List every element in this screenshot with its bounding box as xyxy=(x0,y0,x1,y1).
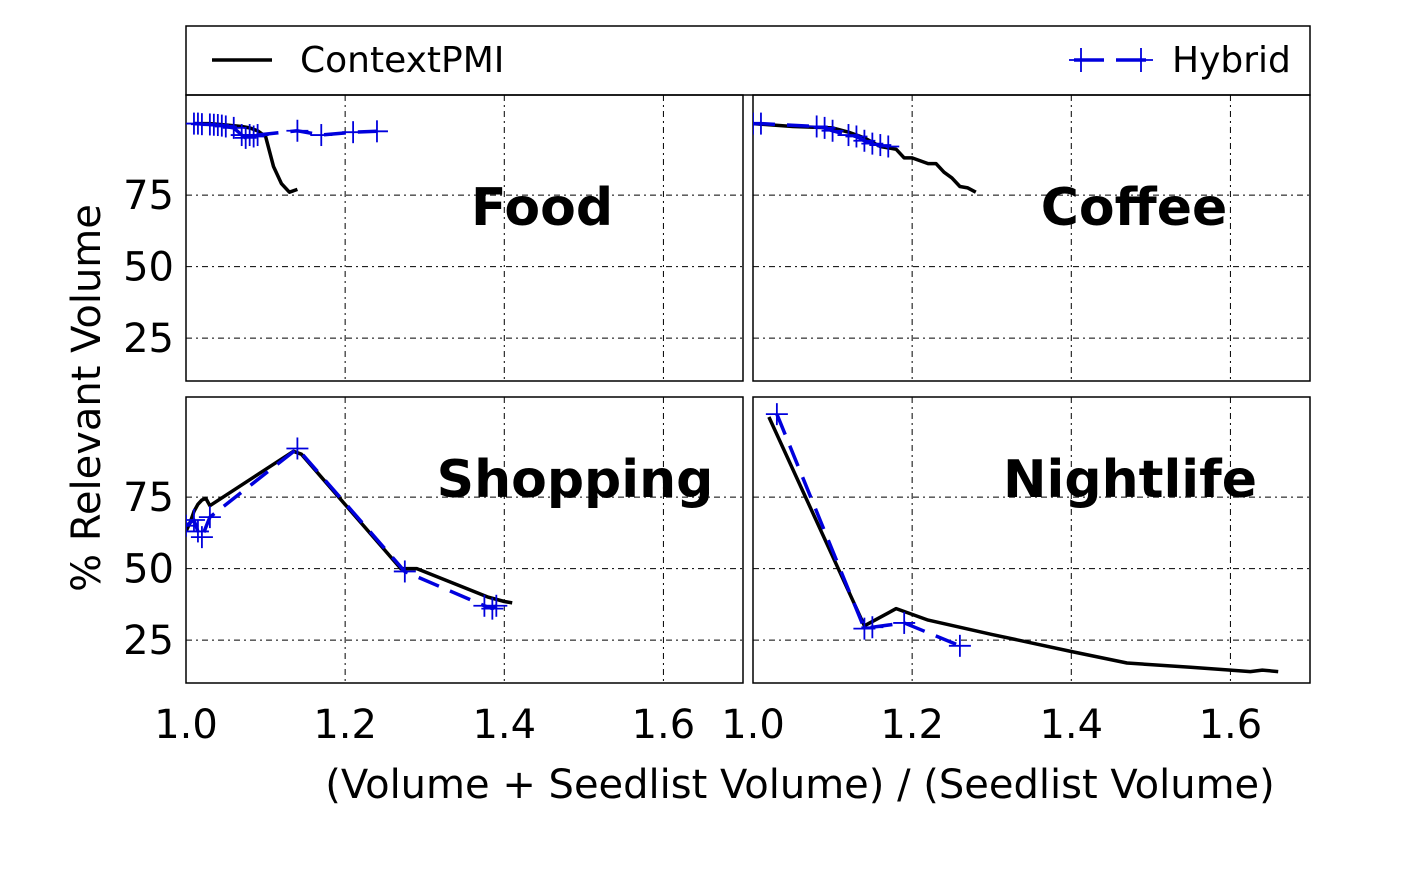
food-hybrid-point xyxy=(242,125,265,148)
panel-series-group xyxy=(186,112,388,194)
panel-series-group xyxy=(765,403,1279,674)
legend-hybrid-label: Hybrid xyxy=(1172,40,1291,81)
coffee-hybrid-point xyxy=(877,135,900,158)
y-tick-label: 25 xyxy=(123,618,174,664)
x-tick-label: 1.2 xyxy=(880,702,944,748)
food-hybrid-point xyxy=(342,121,365,144)
x-tick-label: 1.4 xyxy=(472,702,536,748)
panel-frame xyxy=(752,396,1311,684)
nightlife-hybrid-line xyxy=(775,413,961,648)
legend-frame xyxy=(185,25,1311,96)
y-tick-labels: 25 50 75 25 50 75 xyxy=(123,173,174,664)
panel-title-nightlife: Nightlife xyxy=(1003,450,1257,510)
nightlife-contextpmi-line xyxy=(767,416,1279,674)
x-tick-label: 1.6 xyxy=(632,702,696,748)
panel-title-coffee: Coffee xyxy=(1041,178,1228,238)
shopping-hybrid-point xyxy=(198,506,221,529)
food-hybrid-point xyxy=(310,124,333,147)
shopping-hybrid-point xyxy=(481,597,504,620)
shopping-hybrid-point xyxy=(186,520,209,543)
shopping-hybrid-point xyxy=(485,594,508,617)
nightlife-hybrid-point xyxy=(893,611,916,634)
panel-series-group xyxy=(753,112,977,194)
x-tick-labels: 1.0 1.2 1.4 1.6 1.0 1.2 1.4 1.6 xyxy=(154,702,1262,748)
x-tick-label: 1.0 xyxy=(721,702,785,748)
nightlife-hybrid-point xyxy=(861,616,884,639)
panel-series-group xyxy=(186,437,513,620)
panel-coffee: Coffee xyxy=(752,94,1311,382)
panel-frame xyxy=(752,94,1311,382)
y-tick-label: 25 xyxy=(123,316,174,362)
y-tick-label: 75 xyxy=(123,475,174,521)
nightlife-hybrid-point xyxy=(948,634,971,657)
y-tick-label: 50 xyxy=(123,245,174,291)
coffee-hybrid-point xyxy=(821,119,844,142)
y-tick-label: 75 xyxy=(123,173,174,219)
shopping-hybrid-point xyxy=(190,526,213,549)
shopping-hybrid-point xyxy=(286,437,309,460)
x-tick-label: 1.4 xyxy=(1039,702,1103,748)
x-tick-label: 1.0 xyxy=(154,702,218,748)
panel-title-shopping: Shopping xyxy=(437,450,714,510)
y-axis-label: % Relevant Volume xyxy=(64,204,110,592)
food-hybrid-point xyxy=(246,124,269,147)
nightlife-hybrid-point xyxy=(765,403,788,426)
coffee-hybrid-line xyxy=(753,121,889,149)
panel-food: Food xyxy=(185,94,744,382)
food-hybrid-point xyxy=(286,119,309,142)
x-tick-label: 1.2 xyxy=(313,702,377,748)
panel-shopping: Shopping xyxy=(185,396,744,684)
panel-frame xyxy=(185,94,744,382)
coffee-hybrid-point xyxy=(753,112,772,135)
legend: ContextPMI Hybrid xyxy=(185,25,1311,96)
shopping-hybrid-point xyxy=(393,560,416,583)
shopping-hybrid-point xyxy=(186,508,205,531)
y-tick-label: 50 xyxy=(123,547,174,593)
panel-nightlife: Nightlife xyxy=(752,396,1311,684)
panel-title-food: Food xyxy=(471,178,613,238)
legend-hybrid-swatch xyxy=(1069,48,1154,72)
legend-contextpmi-label: ContextPMI xyxy=(300,40,504,81)
food-hybrid-point xyxy=(365,120,388,143)
x-tick-label: 1.6 xyxy=(1199,702,1263,748)
panel-frame xyxy=(185,396,744,684)
x-axis-label: (Volume + Seedlist Volume) / (Seedlist V… xyxy=(325,762,1275,808)
